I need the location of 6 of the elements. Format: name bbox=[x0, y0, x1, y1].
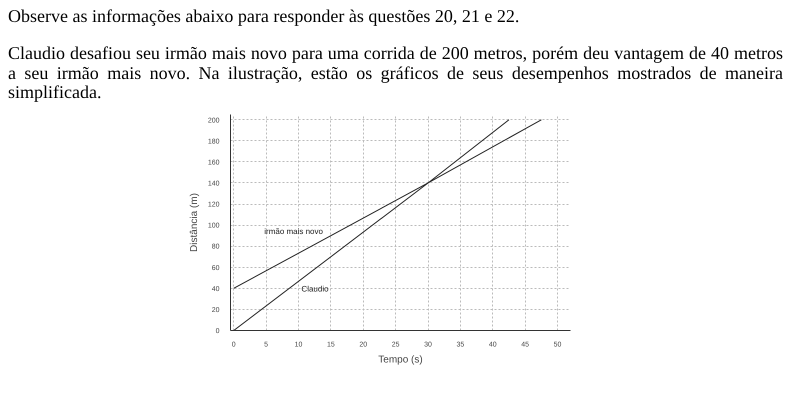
series-label: Claudio bbox=[301, 284, 330, 294]
chart-title: Observe as informações abaixo para responder às questões 20, 21 e 22. bbox=[8, 5, 520, 28]
series-label: irmão mais novo bbox=[264, 227, 324, 236]
y-axis-title: Distância (m) bbox=[188, 193, 200, 252]
chart-subtitle: Claudio desafiou seu irmão mais novo para uma corrida de 200 metros, porém deu vantagem de 40 metros a seu irmão mais novo. Na ilustração, estão os gráficos de seus desempenhos mostrados de maneira simplificada. bbox=[8, 42, 783, 104]
x-axis-title: Tempo (s) bbox=[378, 354, 423, 366]
